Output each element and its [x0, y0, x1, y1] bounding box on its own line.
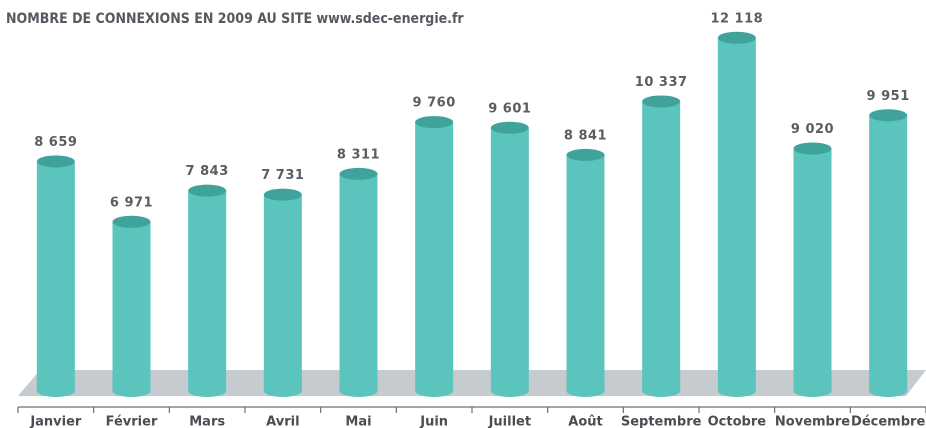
x-tick-label: Février	[106, 415, 158, 428]
bar-bottom	[566, 385, 605, 397]
x-tick-label: Mars	[189, 415, 225, 428]
bar-bottom	[339, 385, 378, 397]
bar-top	[415, 116, 454, 129]
floor	[18, 370, 926, 396]
x-tick-label: Avril	[266, 415, 299, 428]
value-label: 9 020	[791, 122, 834, 137]
bar-bottom	[793, 385, 832, 397]
x-tick-label: Mai	[345, 415, 371, 428]
x-tick-label: Décembre	[851, 415, 925, 428]
x-tick-label: Octobre	[708, 415, 767, 428]
bar-top	[869, 109, 908, 122]
bar-bottom	[188, 385, 227, 397]
bar-top	[642, 95, 681, 108]
x-tick-label: Novembre	[775, 415, 850, 428]
value-label: 8 311	[337, 147, 380, 162]
value-label: 7 843	[186, 164, 229, 179]
x-tick-label: Juin	[419, 415, 448, 428]
bar	[566, 154, 605, 392]
bar	[339, 173, 378, 392]
value-label: 9 951	[867, 89, 910, 104]
bar-top	[36, 155, 75, 168]
bar	[490, 127, 529, 392]
value-label: 9 760	[413, 96, 456, 111]
bars	[36, 37, 908, 392]
bar-top	[717, 31, 756, 44]
bar	[793, 148, 832, 392]
bar-bottom	[642, 385, 681, 397]
bar	[642, 101, 681, 392]
bar-bottom	[717, 385, 756, 397]
bar-bottom	[869, 385, 908, 397]
bar-bottom	[490, 385, 529, 397]
x-tick-label: Septembre	[621, 415, 702, 428]
bar-top	[339, 167, 378, 180]
bar	[717, 37, 756, 392]
x-tick-label: Août	[568, 415, 602, 428]
bar-top	[188, 184, 227, 197]
bar-bottom	[263, 385, 302, 397]
bar	[415, 122, 454, 392]
bar	[112, 221, 151, 392]
value-label: 6 971	[110, 195, 153, 210]
x-tick-label: Janvier	[29, 415, 82, 428]
x-tick-label: Juillet	[488, 415, 532, 428]
value-label: 8 659	[34, 135, 77, 150]
bar	[869, 115, 908, 392]
bar	[263, 194, 302, 392]
value-label: 7 731	[261, 168, 304, 183]
bar-top	[490, 121, 529, 134]
value-label: 9 601	[488, 101, 531, 116]
bar-top	[566, 148, 605, 161]
bar-bottom	[36, 385, 75, 397]
value-label: 12 118	[710, 11, 763, 26]
bar-bottom	[112, 385, 151, 397]
bar-top	[263, 188, 302, 201]
chart-title: NOMBRE DE CONNEXIONS EN 2009 AU SITE www…	[6, 11, 464, 27]
value-label: 8 841	[564, 128, 607, 143]
bar	[36, 161, 75, 392]
bar-top	[112, 215, 151, 228]
value-label: 10 337	[635, 75, 688, 90]
bar	[188, 190, 227, 392]
bar-top	[793, 142, 832, 155]
bar-bottom	[415, 385, 454, 397]
